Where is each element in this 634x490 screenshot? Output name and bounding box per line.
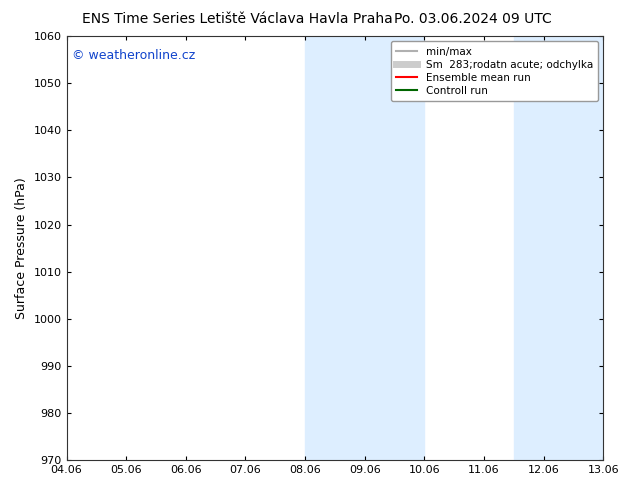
Bar — [543, 36, 603, 460]
Text: Po. 03.06.2024 09 UTC: Po. 03.06.2024 09 UTC — [394, 12, 552, 26]
Y-axis label: Surface Pressure (hPa): Surface Pressure (hPa) — [15, 177, 28, 319]
Bar — [305, 36, 365, 460]
Text: © weatheronline.cz: © weatheronline.cz — [72, 49, 195, 62]
Text: ENS Time Series Letiště Václava Havla Praha: ENS Time Series Letiště Václava Havla Pr… — [82, 12, 393, 26]
Bar — [365, 36, 424, 460]
Legend: min/max, Sm  283;rodatn acute; odchylka, Ensemble mean run, Controll run: min/max, Sm 283;rodatn acute; odchylka, … — [391, 41, 598, 101]
Bar — [514, 36, 543, 460]
